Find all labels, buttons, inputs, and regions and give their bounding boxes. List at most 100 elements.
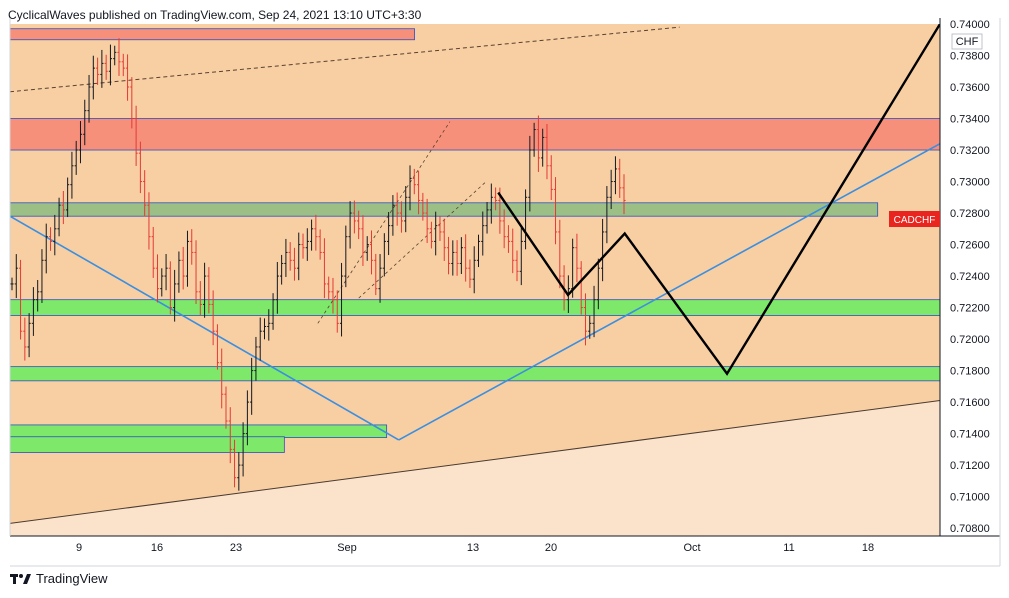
candle (202, 262, 207, 318)
candle (297, 232, 301, 281)
candle (66, 177, 70, 218)
candle (339, 262, 344, 337)
candle (220, 348, 224, 409)
candle (549, 155, 553, 200)
blue-downtrend-line (10, 215, 400, 441)
time-tick-label: 11 (783, 542, 794, 554)
inner-dashed-line (317, 121, 451, 324)
candle (314, 214, 318, 251)
green-zone-upper (10, 299, 940, 316)
candle (280, 254, 284, 285)
green-zone-small-b (10, 436, 285, 453)
price-tick-label: 0.72200 (950, 303, 990, 315)
candle (215, 324, 220, 370)
publisher-caption: CyclicalWaves published on TradingView.c… (8, 8, 422, 22)
candle (553, 177, 558, 245)
candle (254, 336, 258, 381)
long-support-line (10, 400, 940, 524)
wave-projection-line (497, 24, 940, 376)
time-tick-label: Oct (683, 542, 700, 554)
price-tick-label: 0.73200 (950, 145, 990, 157)
candle (48, 227, 53, 251)
candle (387, 212, 391, 256)
candle (523, 189, 528, 250)
candle (369, 230, 374, 275)
zone-rectangles (10, 28, 940, 453)
red-zone-top (10, 28, 415, 41)
candle (177, 251, 181, 293)
price-tick-label: 0.71400 (950, 429, 990, 441)
candle (451, 240, 455, 276)
candle (36, 280, 40, 312)
time-tick-label: 9 (76, 542, 82, 554)
chart-axes (9, 18, 1001, 567)
candle (335, 290, 339, 333)
candle (558, 219, 562, 289)
candle (95, 57, 100, 85)
candle (404, 186, 408, 233)
candle (181, 246, 185, 290)
candle (575, 233, 579, 283)
candle (399, 201, 404, 233)
candle (528, 135, 532, 212)
candle (91, 55, 95, 100)
candle (395, 192, 399, 226)
candle (412, 168, 416, 195)
candle (446, 236, 451, 275)
time-tick-label: 18 (862, 542, 874, 554)
candle (57, 197, 61, 237)
candle (421, 192, 425, 221)
candle (14, 254, 18, 299)
currency-label-box (951, 33, 983, 50)
candle (288, 242, 292, 271)
candle (318, 229, 322, 260)
candle (344, 225, 348, 288)
candle (331, 277, 335, 314)
price-tick-label: 0.71800 (950, 366, 990, 378)
candle (485, 201, 489, 234)
candle (442, 218, 446, 261)
candle (108, 44, 113, 86)
candle (207, 267, 211, 314)
tradingview-footer[interactable]: TradingView (10, 571, 108, 586)
green-zone-lower (10, 366, 940, 382)
candle (532, 122, 536, 157)
candle (130, 77, 134, 129)
candle (545, 124, 549, 180)
candle (468, 259, 472, 288)
candle (416, 170, 421, 215)
symbol-badge (889, 211, 940, 227)
candle (609, 169, 613, 210)
candle (455, 240, 459, 276)
candle (224, 386, 228, 429)
candle (592, 285, 596, 338)
candle (352, 200, 356, 234)
candle (481, 211, 485, 256)
time-tick-label: 20 (545, 542, 557, 554)
candle (613, 156, 618, 195)
candle (70, 151, 74, 199)
candle (348, 201, 352, 249)
time-tick-label: 23 (230, 542, 242, 554)
olive-zone (10, 202, 879, 217)
candle (494, 187, 498, 211)
price-tick-label: 0.74000 (950, 19, 990, 31)
candle (27, 313, 31, 358)
candle (275, 261, 279, 314)
candle (228, 407, 232, 464)
candle (168, 261, 172, 315)
candle (147, 192, 151, 250)
candle (113, 45, 117, 66)
candle (237, 452, 241, 491)
price-badges: CHF CADCHF (889, 33, 983, 227)
price-tick-label: 0.71000 (950, 492, 990, 504)
price-tick-label: 0.72000 (950, 334, 990, 346)
candle (164, 254, 168, 291)
candle (541, 128, 545, 167)
candle (125, 54, 130, 101)
candle (18, 259, 23, 340)
inner-dashed-line (358, 181, 487, 299)
candle (10, 277, 14, 291)
candle (258, 317, 262, 361)
